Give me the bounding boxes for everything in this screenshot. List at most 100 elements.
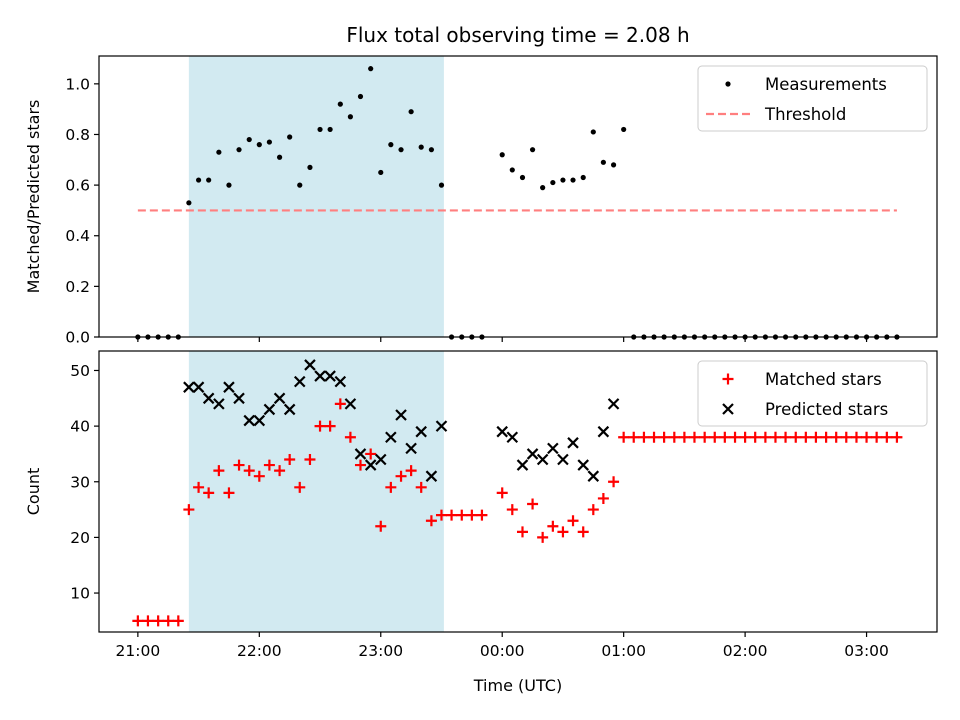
data-point xyxy=(213,465,225,477)
data-point xyxy=(638,431,650,443)
data-point xyxy=(375,520,387,532)
data-point xyxy=(590,129,596,135)
legend-box xyxy=(697,65,928,132)
data-point xyxy=(425,515,437,527)
data-point xyxy=(438,182,445,188)
data-point xyxy=(233,392,245,405)
data-point xyxy=(192,381,205,393)
legend-marker xyxy=(722,403,734,415)
legend-entry: Matched stars xyxy=(722,370,882,389)
data-point xyxy=(425,470,438,482)
data-point xyxy=(610,162,617,168)
data-point xyxy=(297,182,303,188)
legend-entry: Threshold xyxy=(706,105,846,124)
data-point xyxy=(195,177,202,183)
data-point xyxy=(769,431,781,443)
data-point xyxy=(193,481,205,493)
y-tick-label: 50 xyxy=(70,362,90,380)
data-point xyxy=(253,414,266,427)
x-tick-label: 02:00 xyxy=(723,642,768,660)
data-point xyxy=(213,398,225,410)
data-point xyxy=(206,177,212,183)
data-point xyxy=(699,431,711,443)
x-tick-label: 22:00 xyxy=(237,642,282,660)
series-matched-stars xyxy=(132,398,903,627)
data-point xyxy=(344,398,357,410)
data-point xyxy=(418,144,424,150)
data-point xyxy=(830,431,842,443)
data-point xyxy=(385,431,397,444)
data-point xyxy=(840,431,852,443)
data-point xyxy=(547,520,559,532)
data-point xyxy=(678,431,690,443)
data-point xyxy=(861,431,873,443)
data-point xyxy=(162,615,174,627)
data-point xyxy=(405,442,417,455)
data-point xyxy=(152,615,164,627)
y-tick-label: 0.2 xyxy=(65,278,90,296)
data-point xyxy=(527,498,539,510)
data-point xyxy=(364,459,377,471)
x-tick-label: 23:00 xyxy=(358,642,403,660)
data-point xyxy=(365,448,377,460)
legend: Measurements Threshold xyxy=(697,65,928,132)
data-point xyxy=(557,526,569,538)
data-point xyxy=(314,370,326,382)
data-point xyxy=(560,177,566,183)
data-point xyxy=(172,615,184,627)
data-point xyxy=(790,431,802,443)
data-point xyxy=(236,147,242,153)
data-point xyxy=(871,431,883,443)
data-point xyxy=(810,431,822,443)
shaded-span xyxy=(188,56,444,337)
data-point xyxy=(347,114,353,120)
y-tick-label: 30 xyxy=(70,473,90,491)
data-point xyxy=(456,509,468,521)
data-point xyxy=(395,470,407,482)
data-point xyxy=(284,454,296,466)
data-point xyxy=(506,431,519,444)
data-point xyxy=(597,425,610,438)
data-point xyxy=(354,448,367,460)
data-point xyxy=(293,375,306,388)
data-point xyxy=(337,101,343,107)
data-point xyxy=(648,431,660,443)
y-axis-label: Count xyxy=(24,468,43,516)
data-point xyxy=(243,465,255,477)
data-point xyxy=(405,465,417,477)
data-point xyxy=(307,164,313,170)
data-point xyxy=(408,109,414,115)
data-point xyxy=(183,504,195,516)
data-point xyxy=(496,425,508,438)
data-point xyxy=(621,126,627,133)
y-tick-label: 1.0 xyxy=(65,75,90,93)
data-point xyxy=(428,147,435,153)
data-point xyxy=(334,398,346,410)
data-point xyxy=(547,442,559,455)
data-point xyxy=(739,431,751,443)
data-point xyxy=(368,66,374,72)
data-point xyxy=(243,414,256,427)
data-point xyxy=(628,431,640,443)
data-point xyxy=(600,159,606,165)
data-point xyxy=(263,403,276,416)
shaded-span xyxy=(188,351,444,632)
data-point xyxy=(415,481,427,493)
legend-entry: Predicted stars xyxy=(722,400,888,419)
data-point xyxy=(273,392,286,405)
data-point xyxy=(608,476,620,488)
data-point xyxy=(567,515,579,527)
data-point xyxy=(202,392,215,405)
data-point xyxy=(519,174,526,181)
data-point xyxy=(688,431,700,443)
y-tick-label: 0.0 xyxy=(65,329,90,347)
data-point xyxy=(327,126,333,133)
data-point xyxy=(466,509,478,521)
data-point xyxy=(891,431,903,443)
axes-frame xyxy=(98,350,938,633)
plot-area xyxy=(135,66,900,340)
data-point xyxy=(294,481,306,493)
data-point xyxy=(274,465,286,477)
data-point xyxy=(780,431,792,443)
